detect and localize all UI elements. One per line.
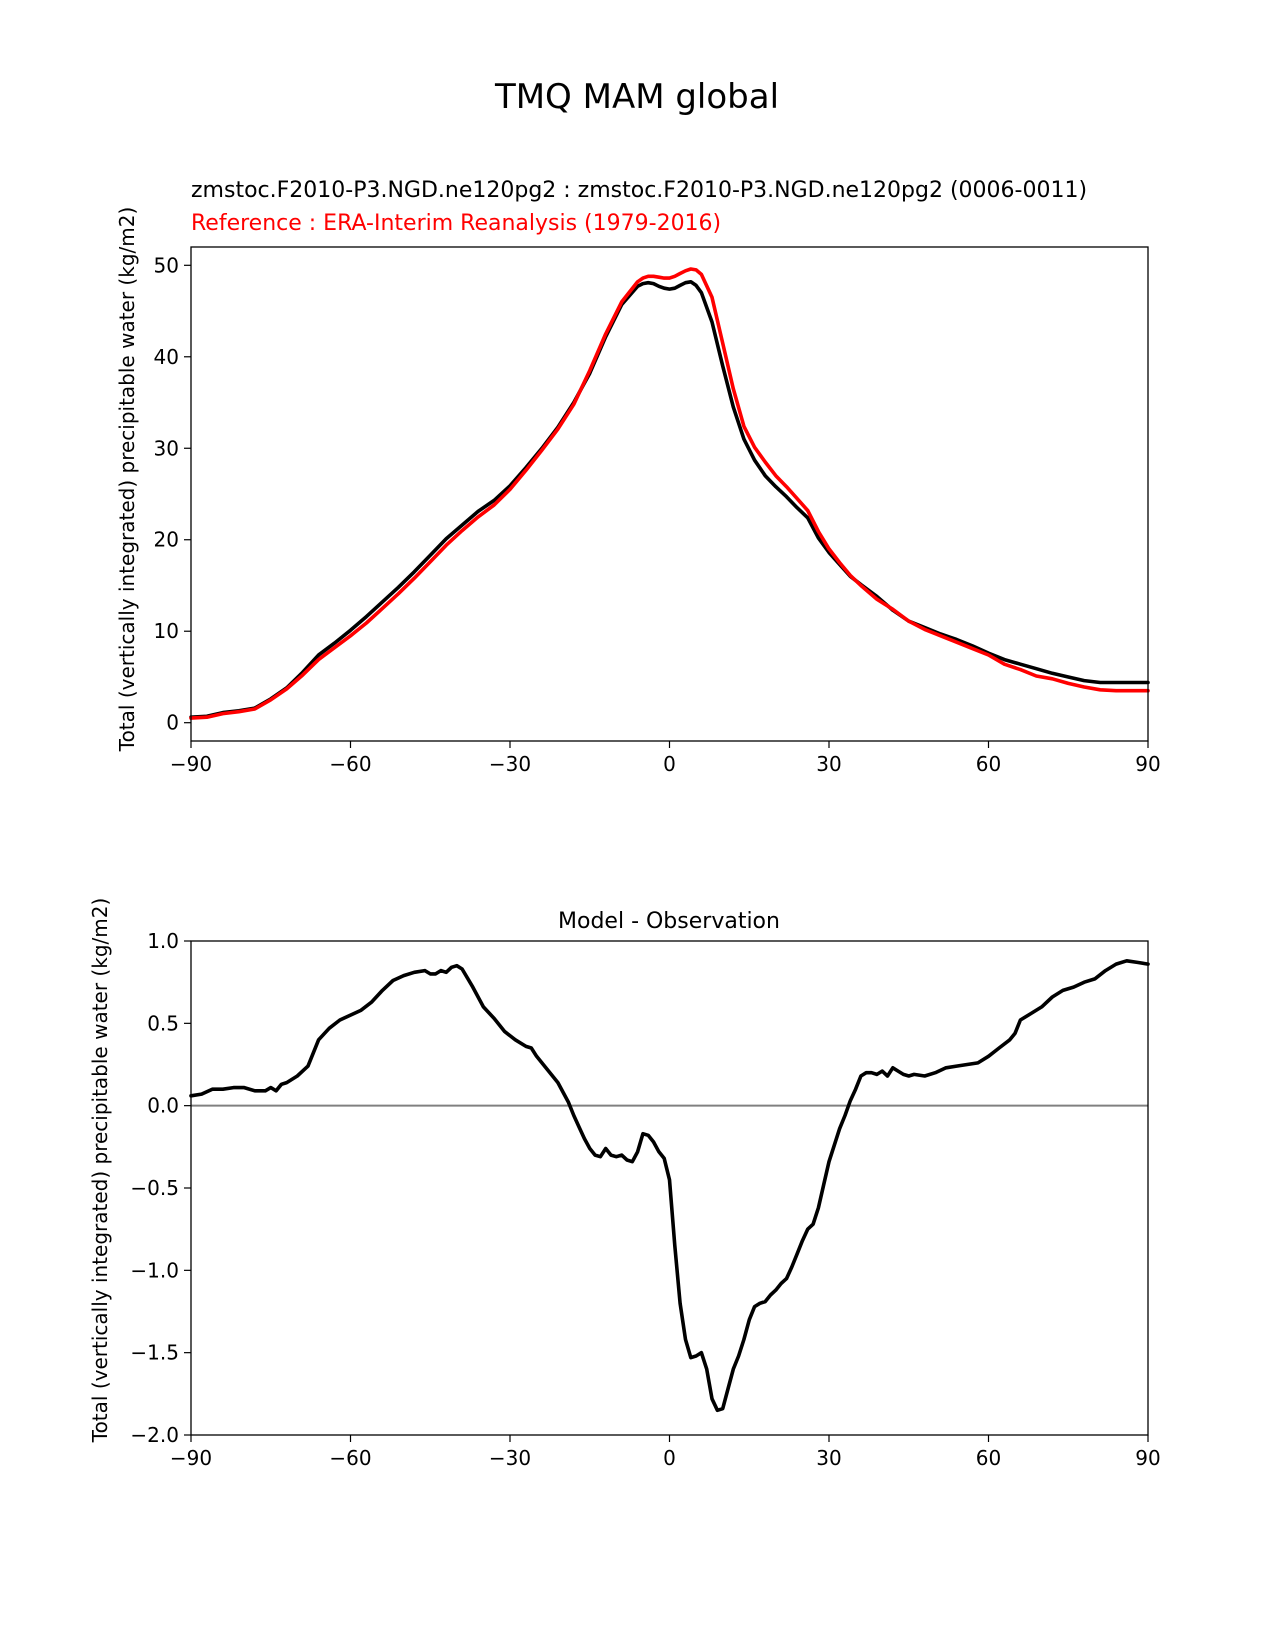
top-panel-y-tick-label: 30: [154, 436, 179, 460]
top-panel-ticks: −90 −60 −30 0 30 60 90 0 10 20 30 40 50: [154, 253, 1161, 776]
bottom-panel-series-0-line: [189, 958, 1150, 1413]
bottom-panel-y-tick-label: 0.0: [147, 1094, 179, 1118]
bottom-panel-x-tick-label: 0: [663, 1446, 676, 1470]
top-panel-y-tick-label: 50: [154, 253, 179, 277]
top-panel-y-axis-label: Total (vertically integrated) precipitab…: [115, 207, 139, 753]
bottom-panel-x-tick-label: −60: [329, 1446, 371, 1470]
top-panel-y-tick-label: 20: [154, 528, 179, 552]
bottom-panel-x-tick-label: 90: [1135, 1446, 1160, 1470]
top-panel-test-title: zmstoc.F2010-P3.NGD.ne120pg2 : zmstoc.F2…: [191, 178, 1087, 203]
top-panel-series-0-line: [189, 279, 1150, 720]
bottom-panel-x-tick-label: 60: [976, 1446, 1001, 1470]
bottom-panel-axes-frame: [190, 940, 1149, 1436]
bottom-panel-title: Model - Observation: [558, 909, 780, 934]
bottom-panel-y-tick-label: −2.0: [130, 1423, 179, 1447]
top-panel-axes-frame: [190, 246, 1149, 742]
figure-suptitle: TMQ MAM global: [494, 77, 779, 117]
top-panel-y-tick-label: 0: [166, 711, 179, 735]
top-panel-x-tick-label: −90: [170, 752, 212, 776]
bottom-panel-y-tick-label: 1.0: [147, 929, 179, 953]
top-panel-x-tick-label: 60: [976, 752, 1001, 776]
bottom-panel-x-tick-label: 30: [816, 1446, 841, 1470]
top-panel-x-tick-label: −60: [329, 752, 371, 776]
top-panel-x-tick-label: 90: [1135, 752, 1160, 776]
top-panel-x-tick-label: −30: [489, 752, 531, 776]
bottom-panel-ticks: −90 −60 −30 0 30 60 90 1.0 0.5 0.0 −0.5 −1.0 −1.5 −2.…: [130, 929, 1160, 1470]
bottom-panel: Model - Observation Total (vertically in…: [88, 898, 1161, 1470]
top-panel-x-tick-label: 0: [663, 752, 676, 776]
bottom-panel-lines: [189, 958, 1150, 1413]
top-panel-y-tick-label: 10: [154, 619, 179, 643]
top-panel-series-1-line: [189, 267, 1150, 720]
bottom-panel-y-tick-label: −1.0: [130, 1258, 179, 1282]
bottom-panel-x-tick-label: −30: [489, 1446, 531, 1470]
top-panel-reference-title: Reference : ERA-Interim Reanalysis (1979…: [191, 211, 721, 236]
bottom-panel-y-tick-label: −1.5: [130, 1341, 179, 1365]
top-panel-lines: [189, 267, 1150, 720]
top-panel: zmstoc.F2010-P3.NGD.ne120pg2 : zmstoc.F2…: [115, 178, 1161, 776]
top-panel-x-tick-label: 30: [816, 752, 841, 776]
bottom-panel-y-axis-label: Total (vertically integrated) precipitab…: [88, 898, 112, 1444]
bottom-panel-x-tick-label: −90: [170, 1446, 212, 1470]
bottom-panel-y-tick-label: 0.5: [147, 1011, 179, 1035]
bottom-panel-y-tick-label: −0.5: [130, 1176, 179, 1200]
top-panel-y-tick-label: 40: [154, 345, 179, 369]
